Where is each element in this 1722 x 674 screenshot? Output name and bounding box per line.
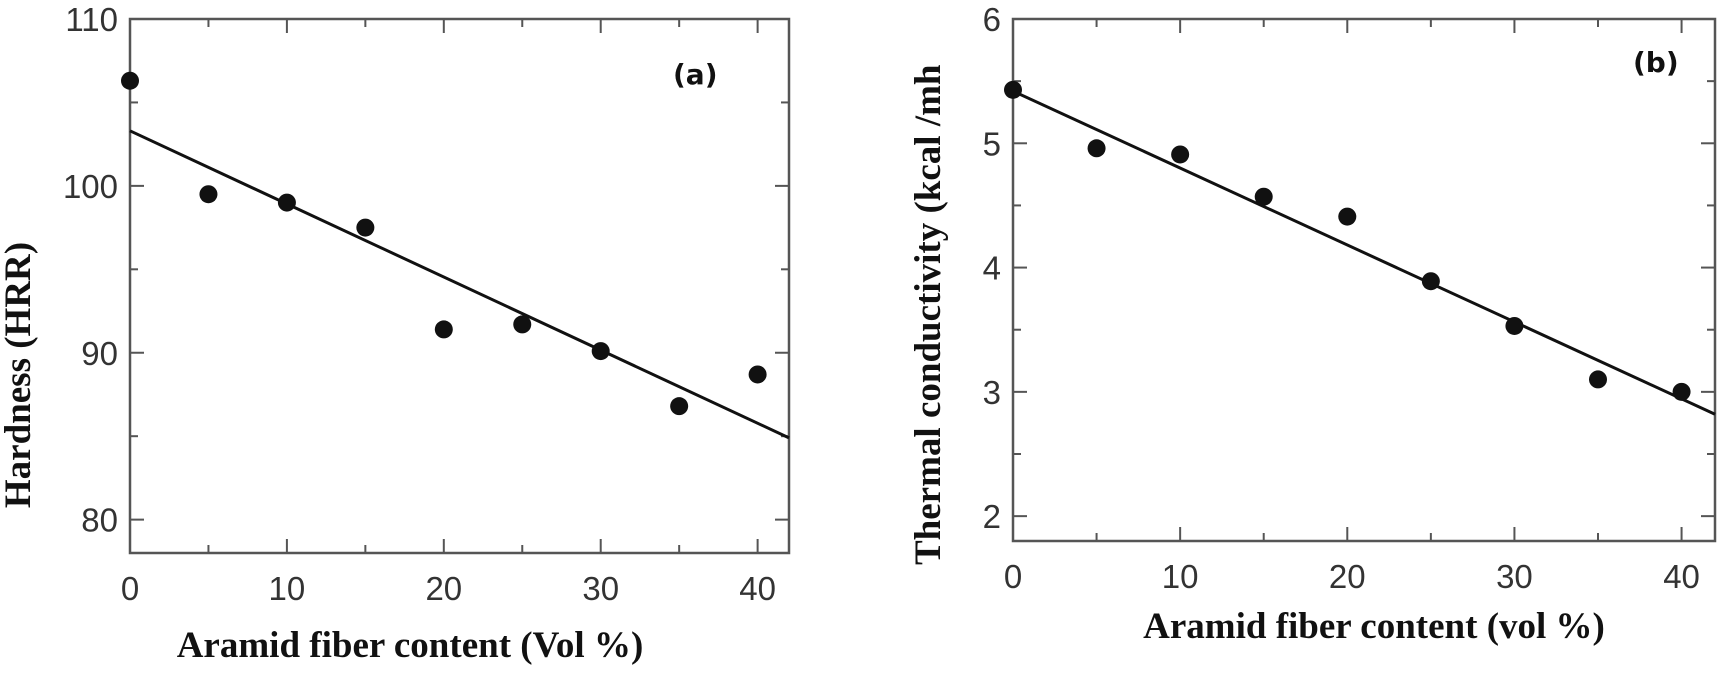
data-points xyxy=(1004,80,1691,401)
data-point xyxy=(1589,370,1607,389)
data-point xyxy=(591,342,610,361)
y-tick-label: 3 xyxy=(983,374,1001,411)
data-point xyxy=(1421,272,1440,291)
x-tick-label: 0 xyxy=(121,570,139,607)
y-axis-ticks xyxy=(1013,18,1715,518)
y-axis-label: Thermal conductivity (kcal /mh xyxy=(908,64,949,565)
y-tick-labels: 2 3 4 5 6 xyxy=(983,1,1001,535)
data-point xyxy=(1087,139,1106,158)
data-point xyxy=(1171,145,1190,164)
y-tick-label: 4 xyxy=(983,250,1001,287)
x-tick-label: 20 xyxy=(425,570,462,607)
x-axis-ticks xyxy=(129,19,759,553)
data-point xyxy=(1672,382,1691,401)
chart-hardness: 0 10 20 30 40 80 90 100 110 (a) Aramid fiber co… xyxy=(0,1,791,666)
x-tick-label: 10 xyxy=(1162,558,1199,595)
x-tick-label: 0 xyxy=(1004,558,1022,595)
x-axis-label: Aramid fiber content (vol %) xyxy=(1143,606,1605,647)
y-axis-label: Hardness (HRR) xyxy=(0,242,39,508)
data-point xyxy=(434,320,453,339)
x-tick-label: 40 xyxy=(739,570,776,607)
x-tick-label: 40 xyxy=(1663,558,1700,595)
data-point xyxy=(1004,80,1022,99)
plot-frame xyxy=(128,17,791,555)
y-tick-label: 2 xyxy=(983,498,1001,535)
y-tick-label: 6 xyxy=(983,1,1001,38)
x-tick-labels: 0 10 20 30 40 xyxy=(1004,558,1700,595)
y-tick-label: 100 xyxy=(63,168,118,205)
y-tick-label: 110 xyxy=(65,1,118,38)
y-tick-label: 80 xyxy=(81,502,118,539)
data-point xyxy=(1505,316,1524,335)
panel-label: (a) xyxy=(673,58,718,91)
data-points xyxy=(121,71,767,416)
y-tick-label: 90 xyxy=(81,335,118,372)
linear-fit-line xyxy=(1012,89,1716,416)
data-point xyxy=(277,193,296,212)
x-tick-label: 30 xyxy=(582,570,619,607)
x-tick-labels: 0 10 20 30 40 xyxy=(121,570,776,607)
plot-frame xyxy=(1011,17,1717,543)
data-point xyxy=(356,218,375,237)
data-point xyxy=(1338,207,1357,226)
x-axis-ticks xyxy=(1012,19,1683,541)
x-axis-label: Aramid fiber content (Vol %) xyxy=(177,625,644,666)
y-axis-ticks xyxy=(130,18,789,521)
data-point xyxy=(121,71,139,90)
y-tick-labels: 80 90 100 110 xyxy=(63,1,118,539)
x-tick-label: 10 xyxy=(269,570,306,607)
chart-thermal-conductivity: 0 10 20 30 40 2 3 4 5 6 (b) Aramid fiber content… xyxy=(908,1,1717,647)
panel-label: (b) xyxy=(1633,46,1679,79)
linear-fit-line xyxy=(129,129,790,440)
data-point xyxy=(1254,187,1273,206)
x-tick-label: 20 xyxy=(1329,558,1366,595)
data-point xyxy=(748,365,767,384)
data-point xyxy=(670,397,689,416)
data-point xyxy=(199,185,218,204)
y-tick-label: 5 xyxy=(983,125,1001,162)
x-tick-label: 30 xyxy=(1496,558,1533,595)
data-point xyxy=(513,315,532,334)
